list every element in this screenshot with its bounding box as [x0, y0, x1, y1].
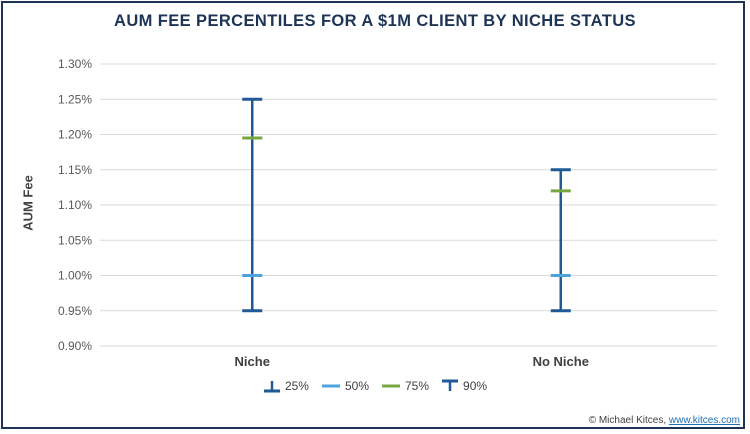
chart-title: AUM FEE PERCENTILES FOR A $1M CLIENT BY …: [114, 12, 636, 30]
y-tick-label: 1.00%: [58, 269, 92, 283]
legend-item-90: 90%: [441, 379, 487, 393]
legend-swatch-75: [382, 384, 400, 388]
y-tick-label: 0.90%: [58, 339, 92, 353]
legend-label-90: 90%: [463, 379, 488, 393]
footer-link[interactable]: www.kitces.com: [668, 415, 740, 426]
legend-swatch-50: [321, 384, 340, 388]
legend-item-50: 50%: [321, 379, 369, 393]
x-tick-label: No Niche: [533, 354, 589, 369]
legend-swatch-25: [263, 381, 280, 393]
legend-label-50: 50%: [344, 379, 369, 393]
y-tick-label: 1.15%: [58, 163, 92, 177]
legend-item-25: 25%: [263, 379, 309, 393]
x-tick-label: Niche: [235, 354, 270, 369]
y-tick-label: 1.25%: [58, 92, 92, 106]
legend: 25% 50% 75% 90%: [0, 379, 750, 393]
y-tick-label: 1.30%: [58, 57, 92, 71]
y-tick-label: 1.20%: [58, 128, 92, 142]
legend-label-25: 25%: [284, 379, 309, 393]
chart-frame: [1, 1, 745, 429]
y-tick-label: 0.95%: [58, 304, 92, 318]
footer-credit-text: © Michael Kitces,: [588, 415, 669, 426]
y-tick-label: 1.10%: [58, 198, 92, 212]
footer-credit: © Michael Kitces, www.kitces.com: [589, 415, 740, 426]
legend-label-75: 75%: [405, 379, 430, 393]
y-tick-label: 1.05%: [58, 233, 92, 247]
legend-item-75: 75%: [381, 379, 429, 393]
legend-swatch-90: [442, 379, 459, 391]
